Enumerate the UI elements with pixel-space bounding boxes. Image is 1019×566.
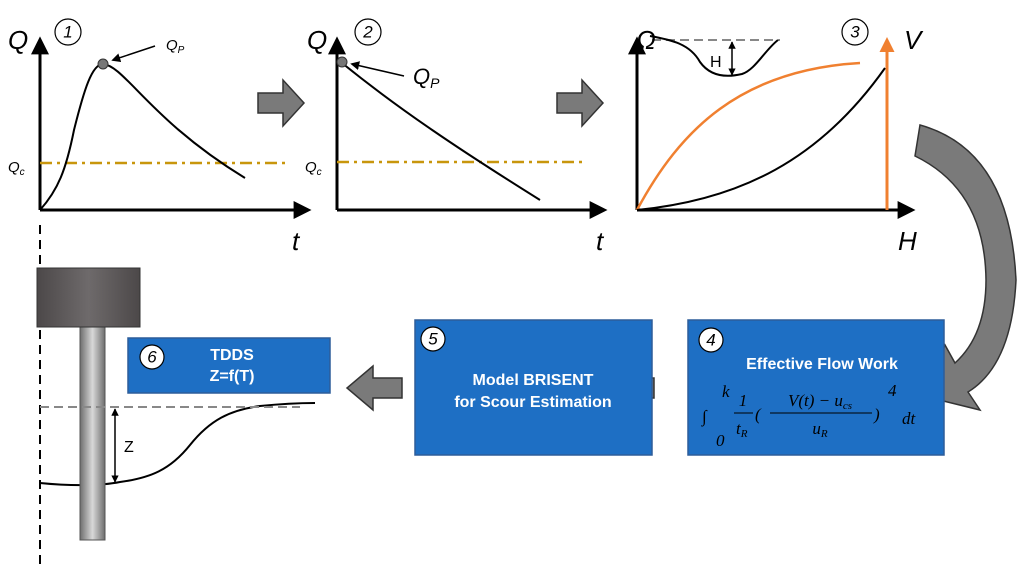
flow-arrow — [257, 78, 306, 128]
step-number: 4 — [706, 330, 715, 349]
pier-sketch: Z 6 TDDS Z=f(T) — [36, 225, 331, 566]
y-label: Ω — [636, 25, 656, 55]
x-label: t — [596, 226, 605, 256]
peak-main: Q — [166, 37, 178, 54]
peak-label: QP — [166, 37, 185, 56]
peak-pointer — [111, 45, 156, 62]
threshold-sub: c — [317, 167, 322, 178]
x-label: t — [292, 226, 301, 256]
step-number: 6 — [147, 347, 157, 366]
numerator: V(t) − ucs — [788, 391, 852, 412]
threshold-sub: c — [20, 167, 25, 178]
depth-label: H — [710, 54, 722, 71]
formula: ∫ k 0 1 tR ( V(t) − ucs uR ) 4 dt — [701, 381, 917, 450]
peak-dot — [97, 58, 109, 70]
area-curve — [636, 67, 886, 211]
box-text: TDDS — [210, 347, 254, 364]
cross-section — [649, 35, 779, 77]
x-label: H — [898, 226, 917, 256]
coef-den-sub: R — [740, 428, 748, 440]
pier-cap — [36, 267, 141, 328]
coef-den-main: t — [736, 419, 742, 438]
denominator: uR — [812, 419, 828, 440]
box-text: Model BRISENT — [473, 372, 594, 389]
y-label: Q — [307, 25, 327, 55]
numerator-main: V(t) − u — [788, 391, 843, 410]
coef-den: tR — [736, 419, 748, 440]
recession-curve — [341, 62, 541, 201]
pier — [79, 326, 106, 541]
flow-arrow — [345, 364, 403, 412]
threshold-label: Qc — [8, 159, 25, 178]
peak-sub: P — [430, 75, 440, 91]
step-circle — [54, 18, 82, 46]
step-circle — [354, 18, 382, 46]
step-box — [127, 337, 331, 394]
box-4: 4 Effective Flow Work ∫ k 0 1 tR ( V(t) … — [687, 319, 945, 456]
flow-arrow — [556, 78, 605, 128]
step-number: 2 — [362, 22, 373, 41]
panel-2: Q t 2 QP Qc — [305, 18, 608, 256]
step-circle — [841, 18, 869, 46]
step-circle — [139, 344, 165, 370]
denominator-main: u — [812, 419, 821, 438]
curved-arrow — [914, 124, 1017, 412]
panel-3: H Ω V H 3 — [628, 18, 924, 256]
peak-dot — [336, 56, 348, 68]
peak-label: QP — [413, 64, 440, 91]
step-circle — [420, 326, 446, 352]
close-paren: ) — [873, 405, 880, 424]
depth-label: Z — [124, 439, 134, 456]
step-box — [687, 319, 945, 456]
differential: dt — [902, 409, 917, 428]
box-text: Z=f(T) — [210, 368, 255, 385]
lower-limit: 0 — [716, 431, 725, 450]
peak-sub: P — [178, 45, 185, 56]
coef-num: 1 — [739, 391, 748, 410]
open-paren: ( — [755, 405, 762, 424]
box-5: 5 Model BRISENT for Scour Estimation — [414, 319, 653, 456]
y2-label: V — [904, 25, 924, 55]
peak-main: Q — [413, 64, 430, 89]
box-text: for Scour Estimation — [454, 394, 611, 411]
y-label: Q — [8, 25, 28, 55]
box-title: Effective Flow Work — [746, 356, 898, 373]
step-number: 1 — [63, 22, 72, 41]
threshold-main: Q — [305, 159, 317, 176]
step-number: 3 — [850, 22, 860, 41]
peak-pointer — [350, 61, 405, 77]
hydrograph — [39, 62, 246, 211]
panel-1: Q t 1 QP Qc — [8, 18, 312, 256]
step-number: 5 — [428, 329, 438, 348]
threshold-label: Qc — [305, 159, 322, 178]
numerator-sub: cs — [843, 400, 852, 412]
step-box — [414, 319, 653, 456]
volume-curve — [635, 61, 861, 211]
integral: ∫ — [701, 407, 708, 427]
denominator-sub: R — [820, 428, 828, 440]
threshold-main: Q — [8, 159, 20, 176]
step-circle — [698, 327, 724, 353]
power: 4 — [888, 381, 897, 400]
upper-limit: k — [722, 382, 730, 401]
